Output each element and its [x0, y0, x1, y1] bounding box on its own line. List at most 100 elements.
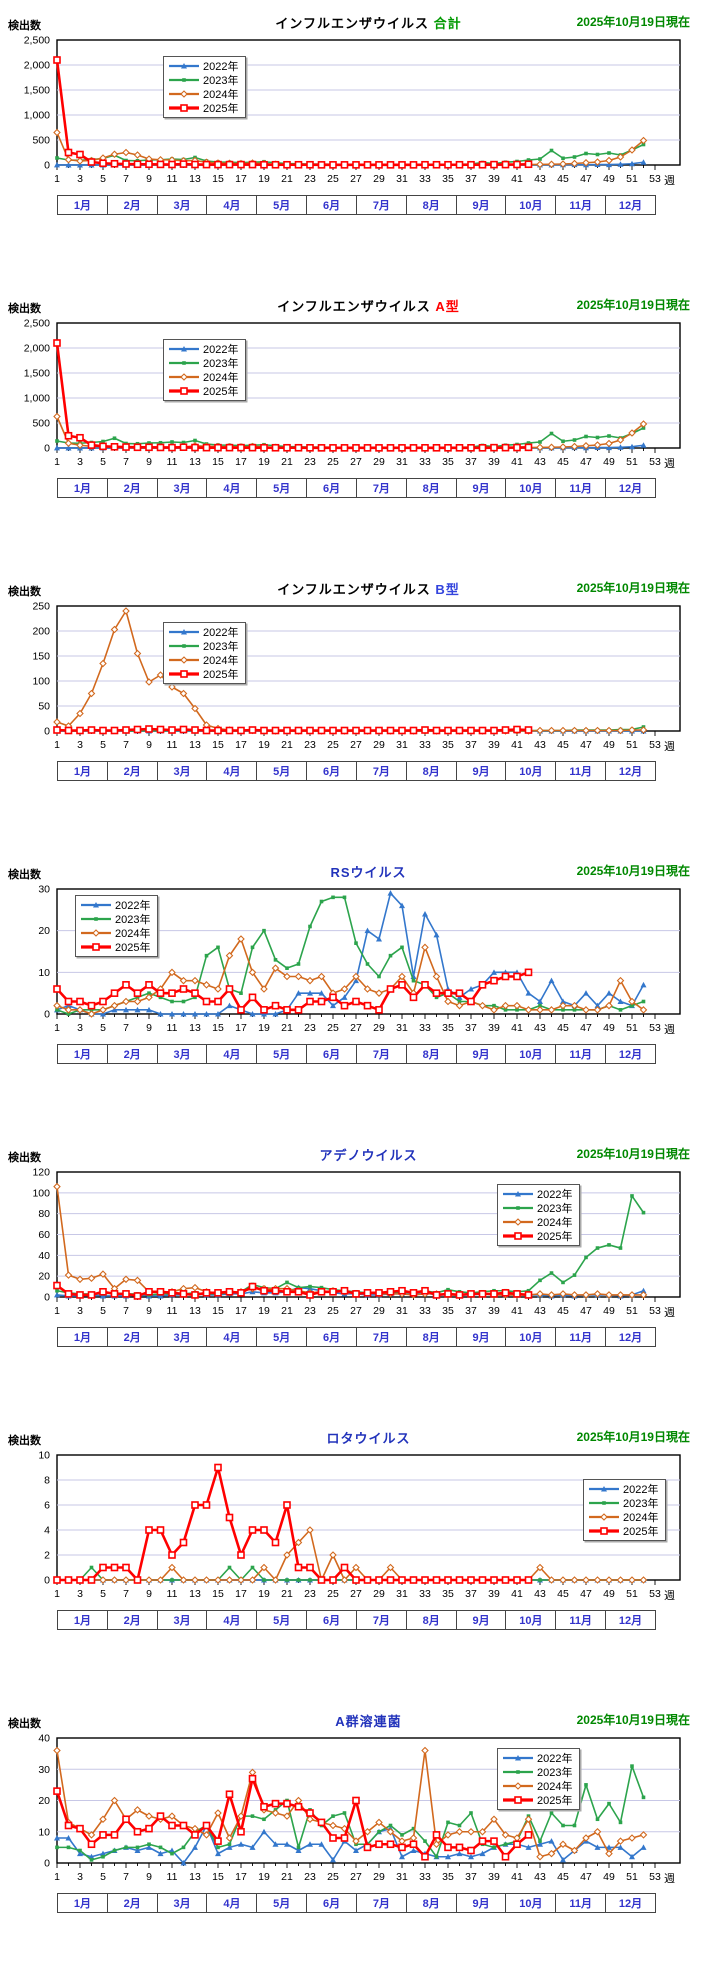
svg-text:15: 15: [212, 739, 224, 751]
x-tick-labels: 1 3 5 7 9 11 13 15 17 19 21 23 25 27 29 31 33 35 37 39 41 43 4…: [54, 739, 675, 753]
chart-title: インフルエンザウイルス A型: [57, 296, 680, 315]
svg-text:29: 29: [373, 739, 385, 751]
x-tick-labels: 1 3 5 7 9 11 13 15 17 19 21 23 25 27 29 31 33 35 37 39 41 43 4…: [54, 1588, 675, 1602]
svg-text:19: 19: [258, 1588, 270, 1600]
svg-text:39: 39: [488, 1305, 500, 1317]
chart-title-main: RSウイルス: [330, 865, 407, 880]
svg-text:49: 49: [603, 739, 615, 751]
month-cell: 3月: [158, 1328, 208, 1346]
month-axis: 1月 2月 3月 4月 5月 6月 7月 8月 9月 10月 11月 12月: [57, 195, 656, 215]
legend-item-2024年: 2024年: [168, 87, 238, 101]
svg-text:9: 9: [146, 1305, 152, 1317]
legend-item-2022年: 2022年: [168, 59, 238, 73]
month-cell: 12月: [618, 1049, 643, 1061]
svg-text:0: 0: [44, 1858, 50, 1870]
legend-line-sample: [169, 387, 199, 395]
month-cell: 10月: [506, 1045, 557, 1063]
svg-text:53: 53: [649, 739, 661, 751]
month-cell: 12月: [618, 483, 643, 495]
chart-legend: 2022年 2023年 2024年 2025年: [163, 339, 247, 401]
svg-text:1,000: 1,000: [24, 393, 50, 405]
chart-title-main: A群溶連菌: [335, 1714, 402, 1729]
legend-label: 2022年: [203, 627, 239, 639]
svg-text:15: 15: [212, 1871, 224, 1883]
svg-text:40: 40: [38, 1250, 50, 1262]
svg-text:29: 29: [373, 1871, 385, 1883]
svg-text:2,000: 2,000: [24, 60, 50, 72]
svg-text:21: 21: [281, 1871, 293, 1883]
plot-frame: [56, 39, 681, 166]
month-cell: 8月: [407, 762, 457, 780]
series-2025年: [53, 725, 533, 735]
svg-text:10: 10: [38, 1826, 50, 1838]
week-axis-label: 週: [664, 1306, 675, 1319]
svg-text:53: 53: [649, 173, 661, 185]
month-cell: 3月: [158, 196, 208, 214]
y-axis-title: 検出数: [8, 586, 41, 598]
svg-text:13: 13: [189, 739, 201, 751]
svg-text:7: 7: [123, 1305, 129, 1317]
svg-text:30: 30: [38, 884, 50, 896]
svg-text:29: 29: [373, 456, 385, 468]
month-cell: 6月: [307, 196, 357, 214]
svg-text:39: 39: [488, 173, 500, 185]
svg-text:27: 27: [350, 1022, 362, 1034]
x-ticks: [56, 1863, 656, 1868]
svg-text:53: 53: [649, 1871, 661, 1883]
svg-text:35: 35: [442, 1871, 454, 1883]
month-axis: 1月 2月 3月 4月 5月 6月 7月 8月 9月 10月 11月 12月: [57, 1893, 656, 1913]
month-cell: 12月: [618, 1615, 643, 1627]
legend-item-2022年: 2022年: [168, 342, 238, 356]
svg-text:43: 43: [534, 1305, 546, 1317]
month-cell: 10月: [506, 1328, 557, 1346]
month-cell: 2月: [108, 762, 158, 780]
month-cell: 7月: [357, 1045, 407, 1063]
svg-text:29: 29: [373, 1022, 385, 1034]
svg-text:33: 33: [419, 173, 431, 185]
chart-title-suffix: A型: [435, 299, 460, 314]
month-cell: 9月: [457, 196, 507, 214]
month-cell: 4月: [207, 479, 258, 497]
month-cell: 11月: [556, 1045, 607, 1063]
gridlines: [57, 347, 680, 424]
svg-text:3: 3: [77, 1022, 83, 1034]
svg-text:21: 21: [281, 739, 293, 751]
svg-text:29: 29: [373, 1588, 385, 1600]
month-cell: 5月: [257, 1045, 308, 1063]
svg-text:1,000: 1,000: [24, 110, 50, 122]
week-axis-label: 週: [664, 1023, 675, 1036]
legend-label: 2022年: [203, 344, 239, 356]
svg-text:33: 33: [419, 1588, 431, 1600]
svg-text:27: 27: [350, 456, 362, 468]
legend-item-2023年: 2023年: [168, 356, 238, 370]
month-cell: 7月: [357, 1611, 407, 1629]
svg-text:47: 47: [580, 456, 592, 468]
svg-text:23: 23: [304, 1022, 316, 1034]
svg-text:23: 23: [304, 1871, 316, 1883]
month-cell: 2月: [108, 1045, 158, 1063]
month-cell: 8月: [407, 196, 457, 214]
series-2025年: [53, 56, 533, 169]
legend-item-2025年: 2025年: [502, 1793, 572, 1807]
month-cell: 8月: [407, 1328, 457, 1346]
y-axis-title: 検出数: [8, 303, 41, 315]
svg-text:23: 23: [304, 456, 316, 468]
legend-item-2022年: 2022年: [168, 625, 238, 639]
svg-text:27: 27: [350, 739, 362, 751]
svg-text:41: 41: [511, 173, 523, 185]
svg-text:1: 1: [54, 1588, 60, 1600]
svg-text:17: 17: [235, 1305, 247, 1317]
svg-text:11: 11: [167, 1305, 178, 1317]
svg-text:100: 100: [32, 676, 50, 688]
y-tick-labels: 0 2 4 6 8 10: [38, 1450, 50, 1587]
legend-label: 2022年: [623, 1484, 659, 1496]
svg-text:21: 21: [281, 456, 293, 468]
legend-line-sample: [589, 1501, 619, 1505]
legend-line-sample: [81, 929, 111, 937]
month-cell: 5月: [257, 1894, 308, 1912]
svg-text:45: 45: [557, 1588, 569, 1600]
svg-text:1,500: 1,500: [24, 85, 50, 97]
legend-line-sample: [81, 943, 111, 951]
